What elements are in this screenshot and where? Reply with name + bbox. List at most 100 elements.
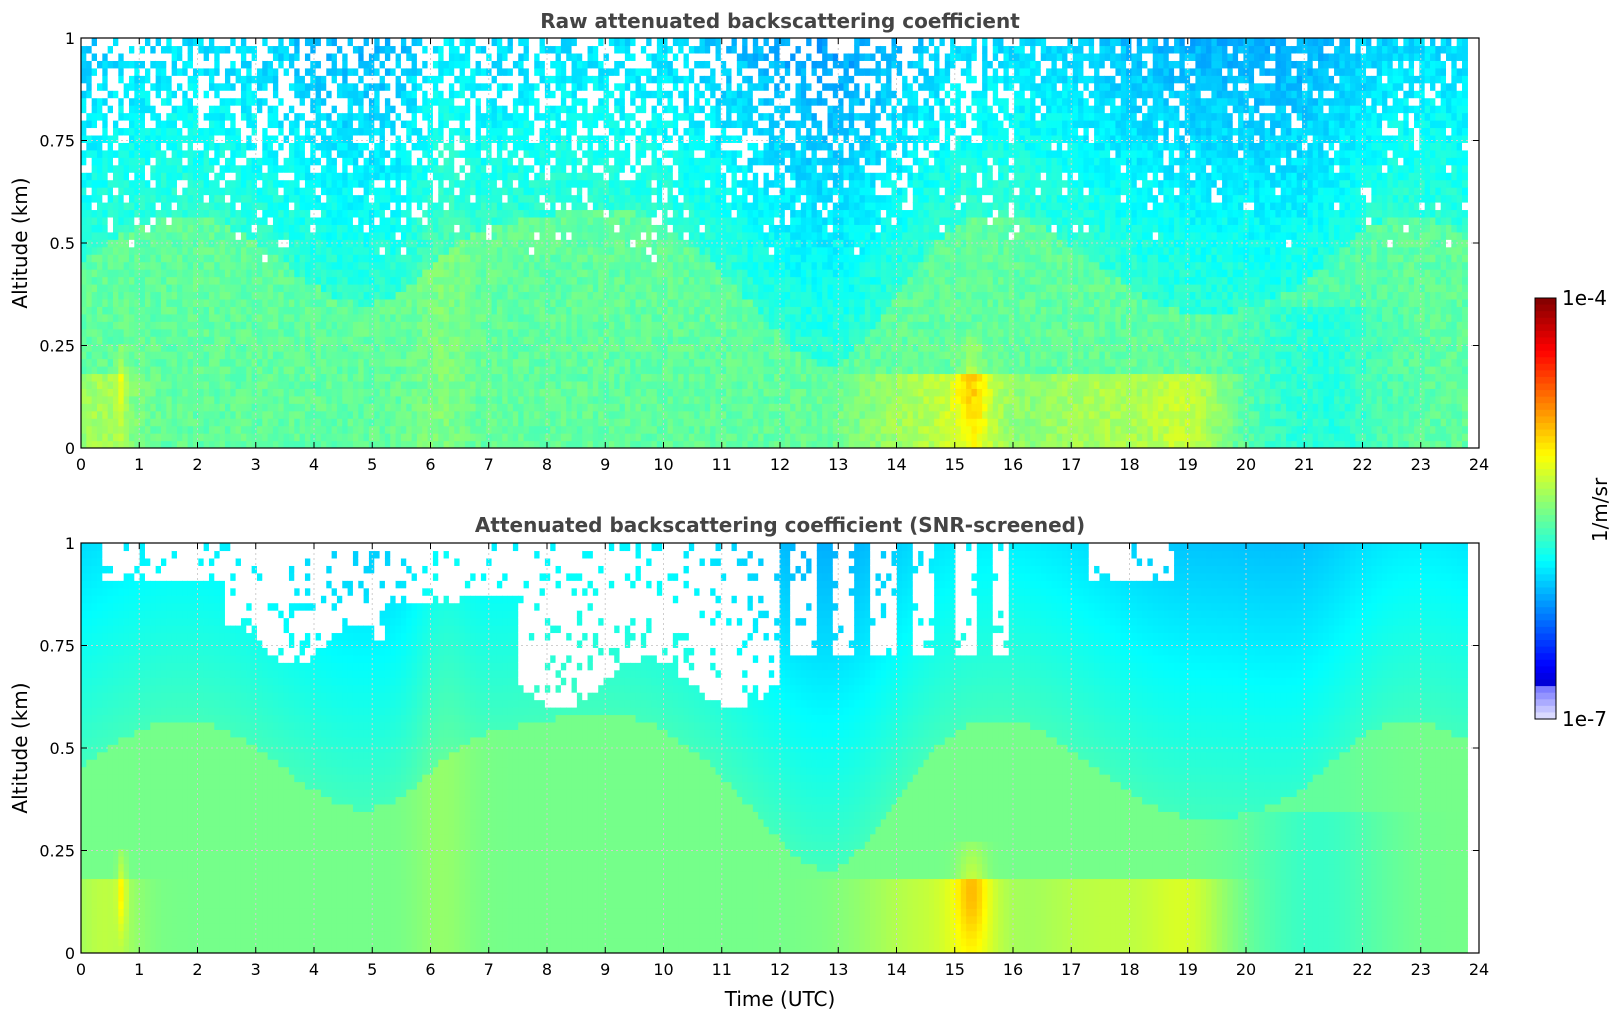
heat-cell — [374, 366, 381, 375]
heat-cell — [139, 67, 146, 76]
heat-cell — [374, 216, 381, 225]
heat-cell — [416, 38, 423, 47]
heat-cell — [134, 216, 141, 225]
heat-cell — [464, 358, 471, 367]
heat-cell — [198, 380, 205, 389]
heat-cell — [470, 202, 477, 211]
heat-cell — [400, 261, 407, 270]
heat-cell — [107, 246, 114, 255]
heat-cell — [518, 231, 525, 240]
heat-cell — [278, 380, 285, 389]
heat-cell — [150, 60, 157, 69]
heat-cell — [534, 269, 541, 278]
heat-cell — [379, 433, 386, 442]
heat-cell — [107, 403, 114, 412]
heat-cell — [555, 142, 562, 151]
heat-cell — [160, 60, 167, 69]
heat-cell — [224, 179, 231, 188]
heat-cell — [518, 216, 525, 225]
heat-cell — [438, 149, 445, 158]
heat-cell — [459, 127, 466, 136]
heat-cell — [171, 82, 178, 91]
heat-cell — [176, 164, 183, 173]
heat-cell — [230, 97, 237, 106]
heat-cell — [118, 82, 125, 91]
heat-cell — [438, 172, 445, 181]
heat-cell — [411, 209, 418, 218]
heat-cell — [448, 261, 455, 270]
heat-cell — [390, 149, 397, 158]
heat-cell — [97, 202, 103, 211]
heat-cell — [358, 440, 365, 448]
heat-cell — [294, 351, 301, 360]
heat-cell — [246, 52, 253, 61]
heat-cell — [256, 395, 263, 404]
heat-cell — [502, 239, 509, 248]
heat-cell — [518, 224, 525, 233]
heat-cell — [379, 45, 386, 54]
heat-cell — [390, 187, 397, 196]
heat-cell — [326, 216, 333, 225]
heat-cell — [416, 343, 423, 352]
heat-cell — [150, 127, 157, 136]
heat-cell — [496, 127, 503, 136]
heat-cell — [438, 90, 445, 99]
heat-cell — [555, 358, 562, 367]
heat-cell — [224, 231, 231, 240]
heat-cell — [256, 194, 263, 203]
heat-cell — [310, 425, 317, 434]
heat-cell — [208, 97, 215, 106]
heat-cell — [550, 261, 557, 270]
heat-cell — [411, 276, 418, 285]
heat-cell — [342, 127, 349, 136]
heat-cell — [374, 269, 381, 278]
heat-cell — [267, 224, 274, 233]
heat-cell — [102, 284, 109, 293]
heat-cell — [176, 224, 183, 233]
heat-cell — [336, 410, 343, 419]
heat-cell — [315, 90, 322, 99]
heat-cell — [235, 120, 242, 129]
heat-cell — [336, 395, 343, 404]
heat-cell — [427, 172, 434, 181]
heat-cell — [81, 179, 87, 188]
heat-cell — [299, 380, 306, 389]
heat-cell — [448, 395, 455, 404]
heat-cell — [427, 127, 434, 136]
heat-cell — [224, 380, 231, 389]
heat-cell — [315, 231, 322, 240]
heat-cell — [390, 328, 397, 337]
heat-cell — [470, 157, 477, 166]
heat-cell — [107, 336, 114, 345]
heat-cell — [464, 351, 471, 360]
heat-cell — [112, 388, 119, 397]
heat-cell — [342, 187, 349, 196]
heat-cell — [81, 127, 87, 136]
heat-cell — [379, 373, 386, 382]
heat-cell — [86, 202, 93, 211]
heat-cell — [347, 90, 354, 99]
heat-cell — [230, 403, 237, 412]
heat-cell — [390, 425, 397, 434]
heat-cell — [406, 105, 413, 114]
heat-cell — [128, 284, 135, 293]
heat-cell — [320, 134, 327, 143]
heat-cell — [214, 388, 221, 397]
heat-cell — [320, 52, 327, 61]
heat-cell — [134, 321, 141, 330]
heat-cell — [304, 120, 311, 129]
heat-cell — [182, 209, 189, 218]
heat-cell — [256, 366, 263, 375]
heat-cell — [464, 380, 471, 389]
heat-cell — [102, 75, 109, 84]
heat-cell — [560, 418, 567, 427]
heat-cell — [155, 261, 162, 270]
heat-cell — [203, 231, 210, 240]
heat-cell — [310, 373, 317, 382]
heat-cell — [384, 440, 391, 448]
heat-cell — [368, 328, 375, 337]
heat-cell — [187, 321, 194, 330]
heat-cell — [246, 261, 253, 270]
heat-cell — [262, 164, 269, 173]
heat-cell — [475, 127, 482, 136]
